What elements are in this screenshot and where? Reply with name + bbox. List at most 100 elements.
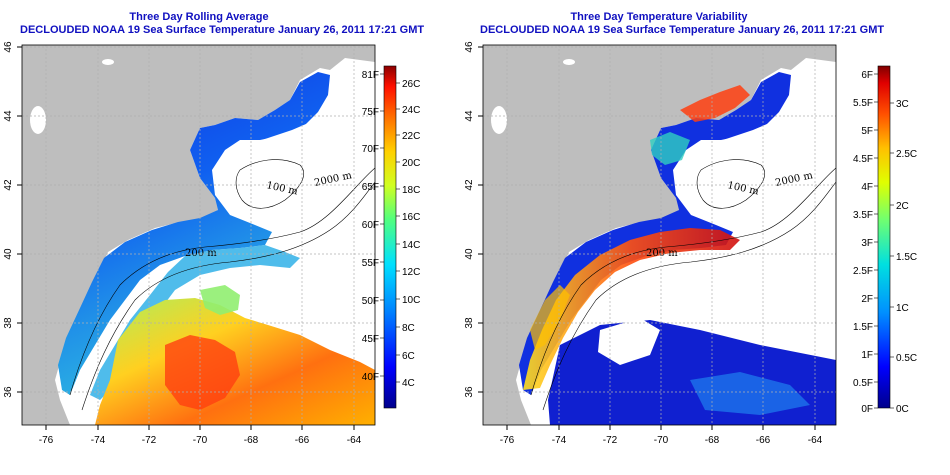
left-cbar-c-label: 24C	[402, 105, 420, 116]
right-moderate-variability	[650, 132, 690, 165]
right-cbar-c-label: 1C	[896, 303, 909, 314]
right-cbar-c-label: 2.5C	[896, 149, 917, 160]
right-cbar-c-label: 0.5C	[896, 353, 917, 364]
left-cold-shelf-water	[58, 72, 330, 395]
left-contour-label-200: 200 m	[185, 248, 217, 259]
left-panel-title: Three Day Rolling Average DECLOUDED NOAA…	[20, 11, 425, 37]
right-lat-axis: 46 44 42 40 38 36	[464, 41, 483, 398]
right-high-variability-shelf	[523, 228, 740, 390]
right-cbar-f-label: 1F	[861, 350, 873, 361]
left-lat-tick: 44	[3, 110, 14, 122]
left-grid	[22, 45, 375, 425]
left-lat-tick: 36	[3, 386, 14, 398]
left-lon-axis: -76 -74 -72 -70 -68 -66 -64	[39, 425, 362, 446]
left-cbar-c-label: 16C	[402, 212, 420, 223]
right-lake-1	[491, 106, 507, 134]
right-contour-label-200: 200 m	[646, 248, 678, 259]
right-lat-tick: 42	[464, 179, 475, 191]
right-lat-tick: 36	[464, 386, 475, 398]
right-lon-tick: -66	[756, 435, 771, 446]
left-lake-2	[102, 59, 114, 65]
left-cbar-f-label: 40F	[362, 372, 379, 383]
right-cbar-f-label: 4.5F	[853, 154, 873, 165]
left-lon-tick: -66	[295, 435, 310, 446]
right-grid	[483, 45, 836, 425]
right-lon-axis: -76 -74 -72 -70 -68 -66 -64	[500, 425, 823, 446]
right-cbar-f-label: 3.5F	[853, 210, 873, 221]
left-title: Three Day Rolling Average	[129, 11, 269, 23]
left-lon-tick: -76	[39, 435, 54, 446]
left-cbar-c-label: 18C	[402, 185, 420, 196]
right-title: Three Day Temperature Variability	[570, 11, 748, 23]
left-cbar-f-label: 65F	[362, 182, 379, 193]
left-cbar-f-label: 70F	[362, 144, 379, 155]
right-cbar-f-label: 0F	[861, 404, 873, 415]
right-cbar-f-label: 5F	[861, 126, 873, 137]
left-cbar-f-label: 55F	[362, 258, 379, 269]
right-cbar-f-label: 2.5F	[853, 266, 873, 277]
right-lat-tick: 44	[464, 110, 475, 122]
right-cbar-f-label: 6F	[861, 70, 873, 81]
left-cbar-c-label: 10C	[402, 295, 420, 306]
right-lat-tick: 38	[464, 317, 475, 329]
right-cbar-c-label: 1.5C	[896, 252, 917, 263]
right-cbar-c-label: 2C	[896, 201, 909, 212]
left-colorbar: 81F 75F 70F 65F 60F 55F 50F 45F 40F 26C …	[362, 65, 420, 409]
left-lat-tick: 42	[3, 179, 14, 191]
right-offshore-patch	[690, 372, 810, 415]
right-lon-tick: -70	[654, 435, 669, 446]
right-lon-tick: -74	[552, 435, 567, 446]
right-lon-tick: -64	[808, 435, 823, 446]
right-cloud-gap-central	[598, 318, 660, 365]
left-lat-tick: 46	[3, 41, 14, 53]
right-cbar-f-label: 4F	[861, 182, 873, 193]
right-cbar-f-label: 5.5F	[853, 98, 873, 109]
left-lon-tick: -72	[142, 435, 157, 446]
right-contour-2000m	[542, 181, 836, 411]
left-map-frame	[21, 44, 376, 426]
left-cloud-gap-georges	[222, 112, 360, 200]
left-lake-1	[30, 106, 46, 134]
right-lake-2	[563, 59, 575, 65]
right-lon-tick: -76	[500, 435, 515, 446]
left-lon-tick: -68	[244, 435, 259, 446]
right-lon-tick: -72	[603, 435, 618, 446]
right-lat-tick: 40	[464, 248, 475, 260]
right-cbar-f-label: 3F	[861, 238, 873, 249]
right-colorbar-gradient	[877, 65, 891, 409]
left-cbar-c-label: 22C	[402, 131, 420, 142]
right-lon-tick: -68	[705, 435, 720, 446]
left-cbar-c-label: 12C	[402, 267, 420, 278]
left-cbar-f-label: 75F	[362, 107, 379, 118]
right-colorbar: 6F 5.5F 5F 4.5F 4F 3.5F 3F 2.5F 2F 1.5F …	[853, 65, 917, 415]
left-cbar-f-label: 50F	[362, 296, 379, 307]
right-map-frame	[482, 44, 837, 426]
left-colorbar-gradient	[383, 65, 397, 409]
right-cbar-c-label: 0C	[896, 404, 909, 415]
left-lon-tick: -70	[193, 435, 208, 446]
left-warm-core	[165, 335, 240, 410]
right-cbar-f-label: 1.5F	[853, 322, 873, 333]
left-subtitle: DECLOUDED NOAA 19 Sea Surface Temperatur…	[20, 24, 425, 36]
right-cbar-f-label: 0.5F	[853, 378, 873, 389]
left-cbar-f-label: 60F	[362, 220, 379, 231]
right-cloud-gap-georges	[683, 112, 821, 200]
left-cbar-c-label: 8C	[402, 323, 415, 334]
left-lat-tick: 38	[3, 317, 14, 329]
right-map: 2000 m 100 m 200 m	[483, 45, 836, 425]
right-cloud-gap-offshore	[735, 255, 836, 322]
right-high-variability-north	[680, 85, 750, 122]
right-cbar-f-label: 2F	[861, 294, 873, 305]
right-lat-tick: 46	[464, 41, 475, 53]
right-moderate-variability-2	[530, 285, 570, 350]
right-land-us-coast	[483, 45, 836, 425]
left-map: 2000 m 100 m 200 m	[22, 45, 375, 425]
left-green-patch	[200, 285, 240, 315]
left-cbar-f-label: 81F	[362, 70, 379, 81]
left-cbar-f-label: 45F	[362, 334, 379, 345]
left-cbar-c-label: 14C	[402, 240, 420, 251]
right-panel-title: Three Day Temperature Variability DECLOU…	[480, 11, 884, 37]
left-cbar-c-label: 6C	[402, 351, 415, 362]
right-contour-200m	[530, 167, 836, 396]
